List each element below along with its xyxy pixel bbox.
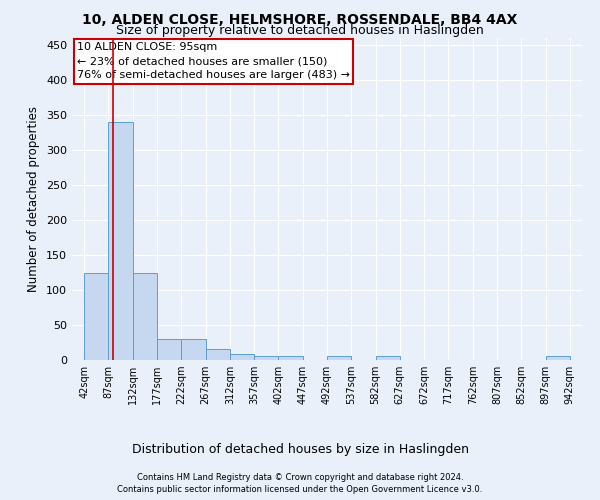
Bar (376, 356, 400, 360)
Text: 10 ALDEN CLOSE: 95sqm
← 23% of detached houses are smaller (150)
76% of semi-det: 10 ALDEN CLOSE: 95sqm ← 23% of detached … (77, 42, 350, 80)
Bar (157, 339, 181, 360)
Bar (254, 356, 278, 360)
Bar (133, 273, 157, 360)
Y-axis label: Number of detached properties: Number of detached properties (28, 106, 40, 292)
Text: Contains HM Land Registry data © Crown copyright and database right 2024.: Contains HM Land Registry data © Crown c… (137, 472, 463, 482)
Text: 10, ALDEN CLOSE, HELMSHORE, ROSSENDALE, BB4 4AX: 10, ALDEN CLOSE, HELMSHORE, ROSSENDALE, … (82, 12, 518, 26)
Bar (206, 349, 230, 360)
Text: Distribution of detached houses by size in Haslingden: Distribution of detached houses by size … (131, 442, 469, 456)
Bar (84, 273, 109, 360)
Bar (545, 356, 570, 360)
Bar (109, 122, 133, 360)
Bar (181, 339, 206, 360)
Text: Contains public sector information licensed under the Open Government Licence v3: Contains public sector information licen… (118, 485, 482, 494)
Bar (230, 354, 254, 360)
Text: Size of property relative to detached houses in Haslingden: Size of property relative to detached ho… (116, 24, 484, 37)
Bar (278, 356, 303, 360)
Bar (327, 356, 351, 360)
